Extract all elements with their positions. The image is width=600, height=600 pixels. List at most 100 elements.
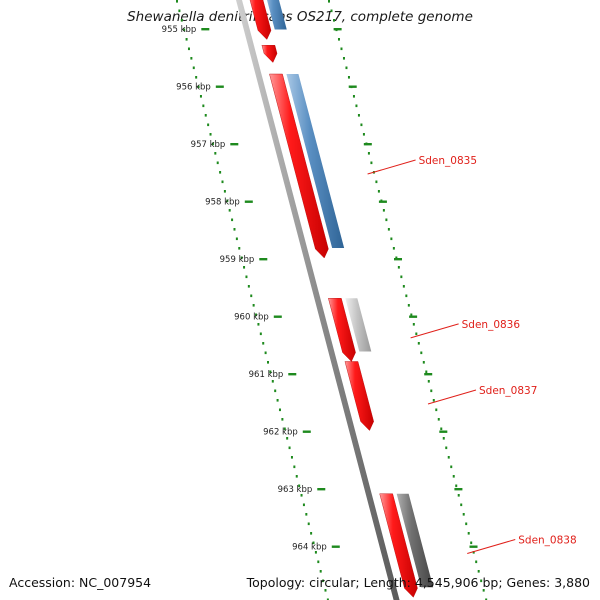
feature-bar <box>266 0 287 30</box>
outer-track-tick <box>378 200 387 203</box>
ruler-dot <box>267 361 270 364</box>
ruler-dot <box>290 456 293 459</box>
map-title: Shewanella denitrificans OS217, complete… <box>127 9 473 25</box>
outer-track-dot <box>452 475 455 478</box>
feature-bar <box>286 74 345 248</box>
ruler-dot <box>305 513 308 516</box>
outer-track-dot <box>460 503 463 507</box>
outer-track-dot <box>405 294 408 298</box>
gene-track <box>247 0 418 598</box>
gene-label[interactable]: Sden_0836 <box>462 319 521 331</box>
outer-track-tick <box>394 258 403 261</box>
outer-track-dot <box>450 465 453 469</box>
outer-track-dot <box>387 228 390 231</box>
outer-track-dot <box>332 19 335 22</box>
outer-track-dot <box>472 551 475 554</box>
genome-summary-text: Topology: circular; Length: 4,545,906 bp… <box>246 575 590 590</box>
ruler-dot <box>176 0 178 3</box>
gene-label[interactable]: Sden_0835 <box>419 155 477 167</box>
outer-track-tick <box>439 430 448 433</box>
ruler-dot <box>243 266 246 269</box>
outer-track-tick <box>469 545 478 548</box>
outer-track-tick <box>363 143 372 146</box>
ruler-dot <box>252 304 255 307</box>
ruler-dot <box>209 133 212 136</box>
accession-text: Accession: NC_007954 <box>9 575 152 590</box>
ruler-dot <box>257 323 260 326</box>
outer-track-dot <box>482 589 485 592</box>
outer-track-dot <box>370 161 373 165</box>
outer-track-dot <box>417 342 420 345</box>
ruler-tick <box>288 373 297 376</box>
ruler-tick <box>331 545 340 548</box>
ruler-dot <box>178 9 181 13</box>
ruler-dot <box>317 560 320 564</box>
outer-track-dot <box>437 418 440 421</box>
outer-track-dot <box>355 104 358 108</box>
outer-track-dot <box>442 437 445 440</box>
outer-track-dot <box>477 570 480 573</box>
outer-track-dot <box>457 494 460 497</box>
outer-track-dot <box>347 76 350 79</box>
gene-label[interactable]: Sden_0838 <box>518 535 576 547</box>
outer-track-dot <box>410 313 413 317</box>
ruler-tick <box>317 488 326 491</box>
outer-track-dot <box>427 380 430 383</box>
ruler-dot <box>295 475 298 478</box>
ruler-tick <box>259 258 268 261</box>
ruler-dot <box>192 66 195 70</box>
ruler-dot <box>226 199 229 203</box>
ruler-dot <box>278 408 281 412</box>
gene-arrow[interactable] <box>344 361 374 431</box>
ruler-dotted-track <box>176 0 329 600</box>
ruler-tick <box>215 85 224 88</box>
outer-track-dot <box>432 399 435 402</box>
ruler-dot <box>233 228 236 231</box>
gene-leader-line <box>367 159 416 175</box>
gene-arrow[interactable] <box>261 45 278 63</box>
outer-track-dot <box>328 0 330 3</box>
ruler-dot <box>180 19 183 22</box>
ruler-dot <box>264 351 267 355</box>
outer-track-dot <box>367 152 370 155</box>
outer-track-dot <box>375 180 378 184</box>
outer-track-dot <box>385 218 388 222</box>
gene-label[interactable]: Sden_0837 <box>479 385 537 397</box>
outer-track-dot <box>467 532 470 535</box>
outer-track-dot <box>430 389 433 393</box>
ruler-dot <box>211 142 214 146</box>
ruler-dot <box>255 313 258 317</box>
ruler-tick <box>201 28 210 31</box>
gene-arrow[interactable] <box>269 73 329 259</box>
gene-arrow[interactable] <box>379 493 418 598</box>
outer-track-dot <box>435 408 438 412</box>
ruler-dot <box>302 503 305 507</box>
gene-leader-line <box>427 389 477 405</box>
ruler-dot <box>238 247 241 250</box>
outer-track-dot <box>447 456 450 459</box>
ruler-dot <box>187 47 190 51</box>
ruler-dot <box>314 551 317 554</box>
ruler-dot <box>197 85 200 89</box>
ruler-dot <box>326 598 329 600</box>
backbone-line <box>236 0 400 600</box>
feature-track <box>266 0 434 588</box>
ruler-tick-label: 964 kbp <box>292 543 327 553</box>
outer-track-dot <box>420 351 423 355</box>
ruler-tick <box>302 430 311 433</box>
gene-arrow[interactable] <box>328 298 356 362</box>
ruler-dot <box>276 399 279 402</box>
gene-leader-line <box>410 323 459 339</box>
outer-track-dot <box>485 598 488 600</box>
ruler-dot <box>322 579 325 583</box>
ruler-dot <box>247 285 250 288</box>
outer-track-dot <box>397 266 400 269</box>
ruler-dot <box>281 418 284 421</box>
kbp-ruler: 955 kbp 956 kbp 957 kbp 958 kbp 959 kbp 960 k… <box>162 25 478 553</box>
ruler-dot <box>235 237 238 241</box>
outer-track-dot <box>422 361 425 364</box>
gene-arrow[interactable] <box>247 0 272 40</box>
outer-track-dot <box>465 522 468 526</box>
ruler-tick-label: 959 kbp <box>220 255 255 265</box>
